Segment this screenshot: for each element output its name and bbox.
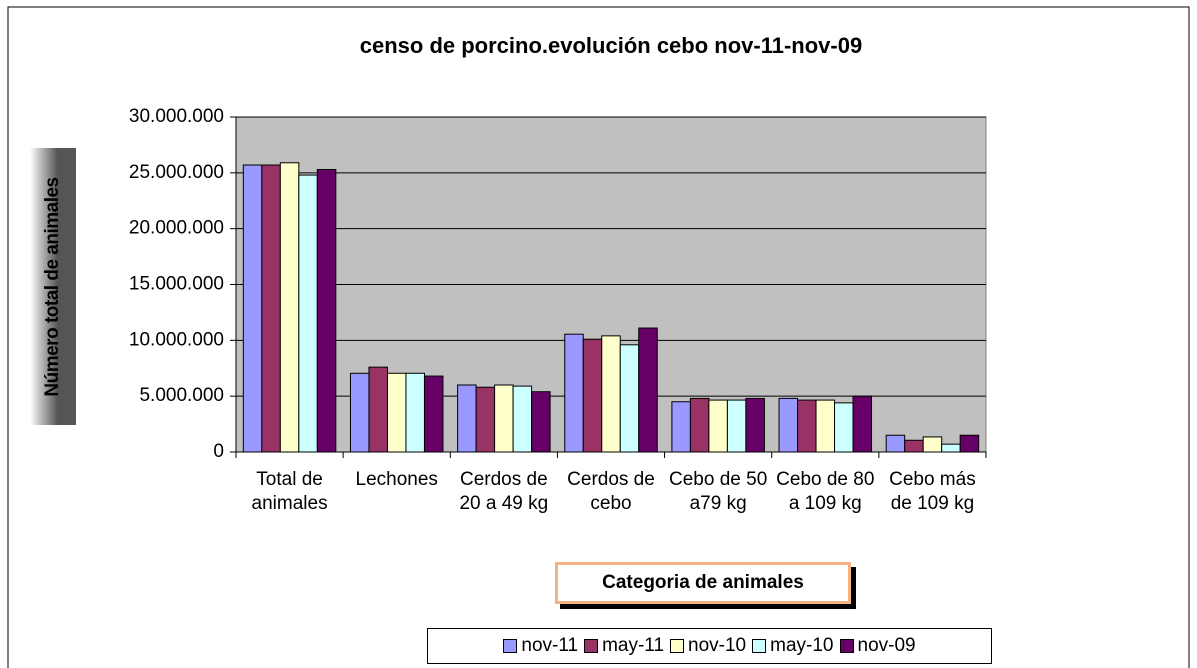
y-tick-label: 15.000.000 (129, 274, 224, 295)
y-tick-label: 10.000.000 (129, 329, 224, 350)
legend-item: nov-10 (670, 635, 746, 657)
bar (778, 397, 799, 453)
bar (922, 436, 943, 453)
y-tick-label: 30.000.000 (129, 106, 224, 127)
bar (885, 434, 906, 453)
y-axis-title: Número total de animales (42, 176, 63, 397)
bar (904, 439, 924, 453)
legend-label: may-11 (602, 635, 665, 656)
legend-swatch (839, 639, 854, 653)
bar (261, 164, 281, 453)
legend-item: nov-09 (839, 635, 916, 657)
x-tick-label: Cebo de 80 a 109 kg (776, 469, 875, 514)
bar (279, 162, 300, 453)
y-tick-label: 20.000.000 (129, 218, 224, 239)
y-tick-label: 25.000.000 (129, 162, 224, 183)
bar (475, 386, 496, 453)
bar (959, 434, 980, 453)
y-tick-label: 0 (213, 441, 224, 462)
bar (242, 164, 263, 453)
bar (619, 344, 640, 453)
legend-swatch (670, 639, 685, 653)
bar (834, 402, 854, 453)
legend-swatch (584, 639, 599, 653)
bar (457, 384, 477, 453)
x-tick-label: Lechones (355, 469, 438, 490)
bar (708, 399, 728, 453)
x-tick-label: Cerdos de 20 a 49 kg (459, 469, 549, 514)
chart-border (7, 6, 1190, 668)
x-tick-label: Cebo más de 109 kg (889, 469, 976, 514)
bar (298, 174, 318, 453)
legend-item: may-10 (752, 635, 834, 657)
bar (564, 333, 584, 453)
bar (423, 375, 444, 453)
bar (689, 397, 710, 453)
legend-label: nov-11 (521, 635, 579, 656)
x-tick-label: Cerdos de cebo (567, 469, 655, 514)
bar (386, 372, 407, 453)
bar (316, 168, 337, 453)
bar (941, 443, 961, 453)
legend-item: may-11 (584, 635, 664, 657)
y-tick-label: 5.000.000 (139, 385, 224, 406)
bar (852, 395, 873, 453)
legend-label: may-10 (770, 635, 834, 656)
legend-swatch (752, 639, 767, 653)
bar (601, 335, 621, 453)
x-tick-label: Cebo de 50 a79 kg (669, 469, 768, 514)
bar (349, 372, 370, 453)
bar (582, 338, 603, 453)
bar (815, 399, 836, 453)
bar (405, 372, 425, 453)
bar (797, 399, 817, 453)
legend-swatch (503, 639, 518, 653)
bar (638, 327, 658, 453)
bar (745, 397, 765, 453)
legend-label: nov-09 (857, 635, 916, 656)
bar (726, 399, 747, 453)
bar (512, 385, 533, 453)
bar (671, 401, 691, 453)
x-axis-title: Categoria de animales (555, 562, 851, 604)
chart-title: censo de porcino.evolución cebo nov-11-n… (360, 33, 862, 58)
x-tick-label: Total de animales (251, 469, 328, 514)
legend-item: nov-11 (503, 635, 578, 657)
y-axis-title-box: Número total de animales (30, 148, 76, 425)
bar (494, 384, 514, 453)
bar (531, 391, 551, 453)
legend-label: nov-10 (688, 635, 747, 656)
legend: nov-11 may-11 nov-10 may-10 nov-09 (427, 628, 992, 664)
bar (368, 366, 388, 453)
